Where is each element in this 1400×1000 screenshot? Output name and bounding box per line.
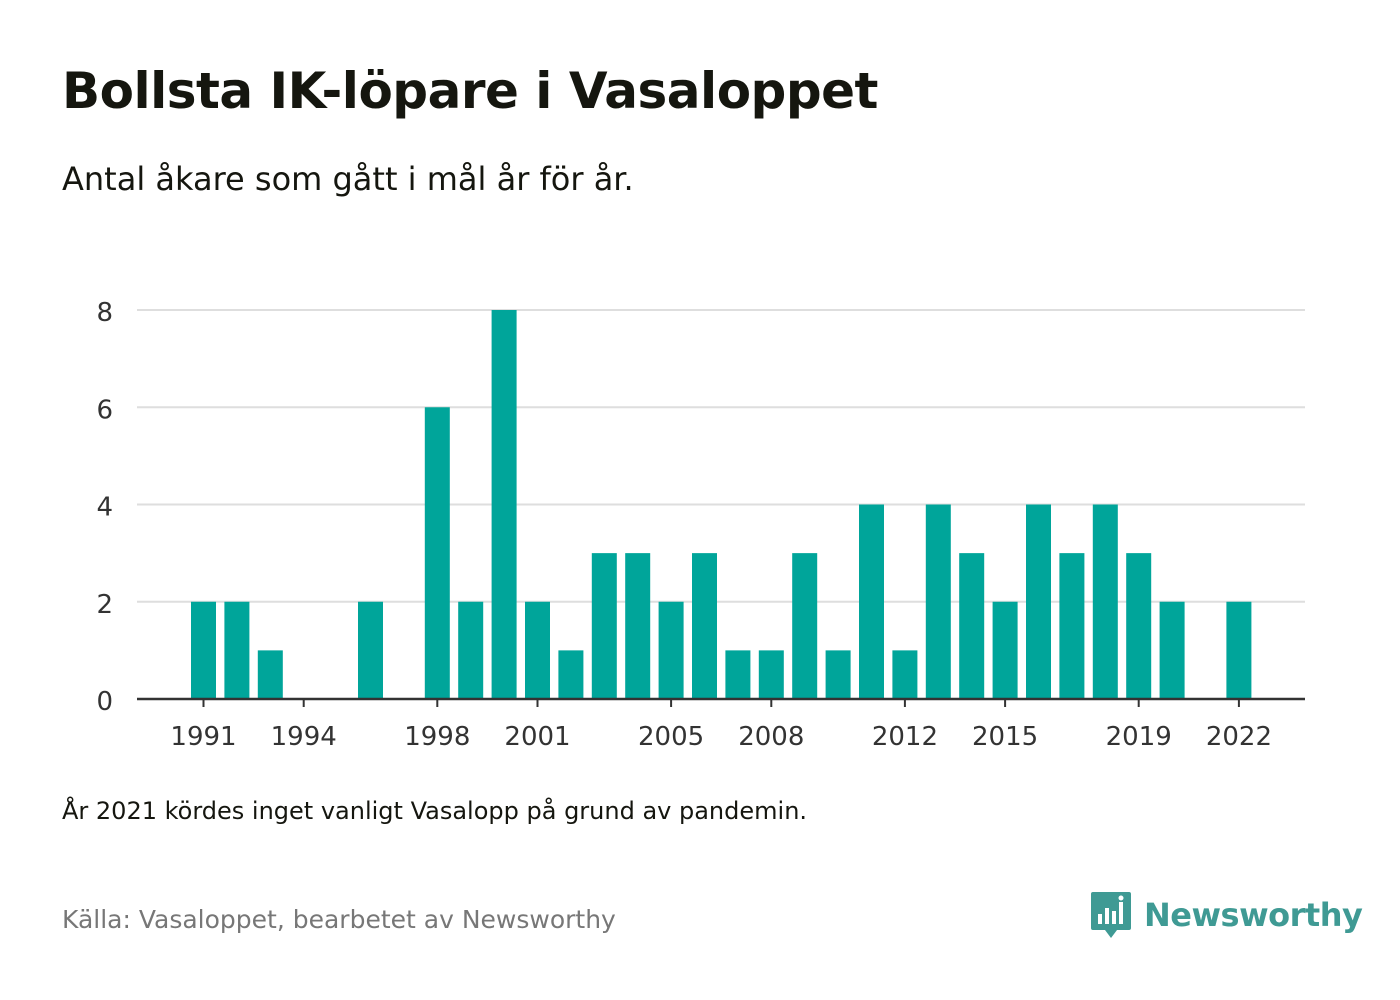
axes: 0 2 4 6 8 1991 1994 1998 2001 2005 2008 2012 2015 201… xyxy=(96,298,1305,752)
bar-2014 xyxy=(959,553,985,699)
bars xyxy=(191,310,1252,699)
bar-2003 xyxy=(591,553,617,699)
bar-2002 xyxy=(558,650,584,699)
y-tick-label: 2 xyxy=(96,590,113,620)
brand-name: Newsworthy xyxy=(1144,896,1363,934)
x-tick-label: 1998 xyxy=(404,722,470,752)
x-tick-label: 1994 xyxy=(271,722,337,752)
bar-2019 xyxy=(1126,553,1152,699)
x-tick-label: 2022 xyxy=(1206,722,1272,752)
x-tick-label: 2008 xyxy=(738,722,804,752)
y-tick-label: 0 xyxy=(96,687,113,717)
bar-2001 xyxy=(525,601,550,699)
bar-1998 xyxy=(424,407,450,699)
bar-2009 xyxy=(792,553,818,699)
bar-2012 xyxy=(892,650,918,699)
bar-2007 xyxy=(725,650,751,699)
x-tick-label: 2005 xyxy=(638,722,704,752)
bar-1992 xyxy=(224,601,250,699)
bar-2015 xyxy=(992,601,1018,699)
bar-2022 xyxy=(1226,601,1252,699)
x-tick-label: 2001 xyxy=(504,722,570,752)
bar-2016 xyxy=(1026,504,1051,699)
bar-2004 xyxy=(625,553,651,699)
bar-2010 xyxy=(825,650,851,699)
chart-note: År 2021 kördes inget vanligt Vasalopp på… xyxy=(62,797,808,825)
bar-2005 xyxy=(658,601,684,699)
y-tick-label: 6 xyxy=(96,395,113,425)
y-tick-label: 8 xyxy=(96,298,113,328)
bar-1991 xyxy=(191,601,216,699)
bar-1993 xyxy=(257,650,283,699)
bar-2017 xyxy=(1059,553,1085,699)
chart-subtitle: Antal åkare som gått i mål år för år. xyxy=(62,160,634,198)
source-credit: Källa: Vasaloppet, bearbetet av Newswort… xyxy=(62,905,616,934)
x-tick-label: 2012 xyxy=(872,722,938,752)
chart-title: Bollsta IK-löpare i Vasaloppet xyxy=(62,62,878,120)
newsworthy-logo-icon xyxy=(1091,892,1131,938)
x-tick-label: 2019 xyxy=(1106,722,1172,752)
bar-2013 xyxy=(925,504,951,699)
x-tick-label: 2015 xyxy=(972,722,1038,752)
brand-logo: Newsworthy xyxy=(1090,890,1363,940)
bar-2006 xyxy=(692,553,717,699)
y-tick-label: 4 xyxy=(96,493,113,523)
bar-2000 xyxy=(491,310,517,699)
bar-2008 xyxy=(758,650,784,699)
bar-1999 xyxy=(458,601,484,699)
bar-2011 xyxy=(859,504,884,699)
bar-2018 xyxy=(1092,504,1118,699)
bar-1996 xyxy=(358,601,383,699)
x-tick-label: 1991 xyxy=(170,722,236,752)
bar-2020 xyxy=(1159,601,1185,699)
